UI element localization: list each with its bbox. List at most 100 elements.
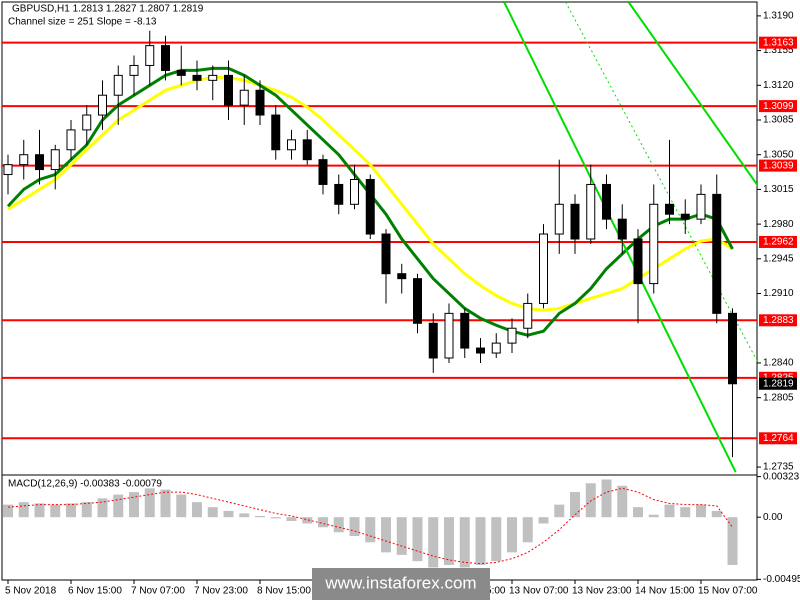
level-label: 1.3163 (763, 37, 794, 48)
macd-bar (428, 517, 439, 568)
macd-panel (3, 479, 738, 568)
candle-body (365, 178, 375, 235)
candle-body (491, 342, 501, 354)
y-tick-label: 1.3190 (763, 11, 794, 22)
x-tick-label: 7 Nov 07:00 (131, 586, 185, 597)
y-tick-label: 1.2910 (763, 288, 794, 299)
macd-bar (633, 507, 643, 518)
macd-bar (160, 489, 171, 518)
macd-bar (680, 507, 691, 518)
candle-body (287, 139, 296, 151)
candle-body (66, 129, 76, 151)
macd-bar (192, 502, 202, 518)
macd-bar (554, 504, 565, 518)
level-label: 1.2962 (763, 237, 794, 248)
price-panel (2, 2, 757, 473)
macd-bar (696, 504, 706, 518)
macd-bar (97, 498, 108, 518)
chart-title: GBPUSD,H1 1.2813 1.2827 1.2807 1.2819 (12, 4, 204, 15)
candle-body (255, 89, 265, 116)
macd-bar (286, 517, 297, 521)
y-tick-label: 1.3120 (763, 80, 794, 91)
candle-body (113, 74, 123, 96)
candle-body (176, 69, 186, 76)
candle-body (350, 178, 359, 205)
candle-body (570, 203, 580, 240)
y-tick-label: 1.2840 (763, 358, 794, 369)
level-label-box (759, 235, 797, 248)
candle-body (539, 233, 548, 304)
candle-body (271, 114, 281, 151)
candle-body (98, 94, 107, 116)
candle-body (381, 233, 391, 275)
macd-bar (601, 479, 612, 518)
level-label: 1.3099 (763, 101, 794, 112)
y-tick-label: 1.3155 (763, 45, 794, 56)
macd-title: MACD(12,26,9) -0.00383 -0.00079 (8, 479, 162, 490)
candle-body (239, 89, 249, 106)
macd-bar (396, 517, 407, 555)
level-label-box (759, 159, 797, 172)
macd-bar (585, 483, 596, 518)
moving-average (7, 75, 734, 312)
macd-bar (34, 503, 45, 518)
last-price-box (759, 377, 797, 390)
candle-body (397, 273, 407, 280)
macd-bar (459, 517, 470, 568)
macd-bar (270, 517, 281, 519)
macd-bar (255, 515, 265, 518)
candle-body (523, 302, 533, 329)
channel-line (565, 2, 757, 362)
candle-body (696, 193, 706, 220)
y-tick-label: 1.3085 (763, 115, 794, 126)
watermark: www.instaforex.com (324, 573, 476, 592)
candle-body (507, 327, 517, 344)
macd-bar (207, 507, 218, 518)
macd-bar (113, 494, 124, 518)
candle-body (334, 183, 344, 205)
x-tick-label: 8 Nov 15:00 (257, 586, 311, 597)
candle-body (129, 64, 139, 76)
macd-bar (50, 504, 61, 518)
macd-bar (318, 517, 328, 528)
x-tick-label: 6 Nov 15:00 (68, 586, 122, 597)
candle-body (554, 203, 564, 235)
candle-body (633, 238, 643, 285)
macd-bar (444, 517, 454, 565)
macd-bar (239, 513, 250, 518)
level-label: 1.2883 (763, 315, 794, 326)
level-label: 1.2764 (763, 433, 794, 444)
macd-bar (617, 485, 628, 518)
macd-bar (381, 517, 391, 553)
candle-body (35, 154, 44, 171)
candle-body (665, 203, 674, 215)
last-price-label: 1.2819 (763, 378, 794, 389)
macd-bar (522, 517, 533, 543)
y-tick-label: 1.2980 (763, 219, 794, 230)
candle-body (602, 183, 611, 220)
macd-bar (81, 502, 92, 518)
candle-body (19, 154, 29, 166)
macd-bar (223, 510, 234, 518)
macd-bar (412, 517, 423, 562)
macd-bar (18, 502, 29, 518)
y-tick-label: 1.2945 (763, 253, 794, 264)
candle-body (413, 278, 422, 324)
y-tick-label: 1.3015 (763, 184, 794, 195)
chart-subtitle: Channel size = 251 Slope = -8.13 (8, 17, 157, 28)
x-tick-label: 13 Nov 23:00 (572, 586, 632, 597)
y-tick-label: 0.00 (763, 512, 783, 523)
y-tick-label: 1.3050 (763, 149, 794, 160)
y-tick-label: -0.00495 (763, 574, 800, 585)
candle-body (318, 159, 328, 185)
candle-body (444, 312, 454, 359)
x-tick-label: 15 Nov 07:00 (698, 586, 758, 597)
macd-bar (144, 488, 155, 518)
candle-body (302, 139, 312, 161)
x-tick-label: 14 Nov 15:00 (635, 586, 695, 597)
macd-bar (475, 517, 486, 565)
y-tick-label: 1.2735 (763, 462, 794, 473)
candle-body (50, 149, 60, 171)
candle-body (712, 193, 722, 314)
